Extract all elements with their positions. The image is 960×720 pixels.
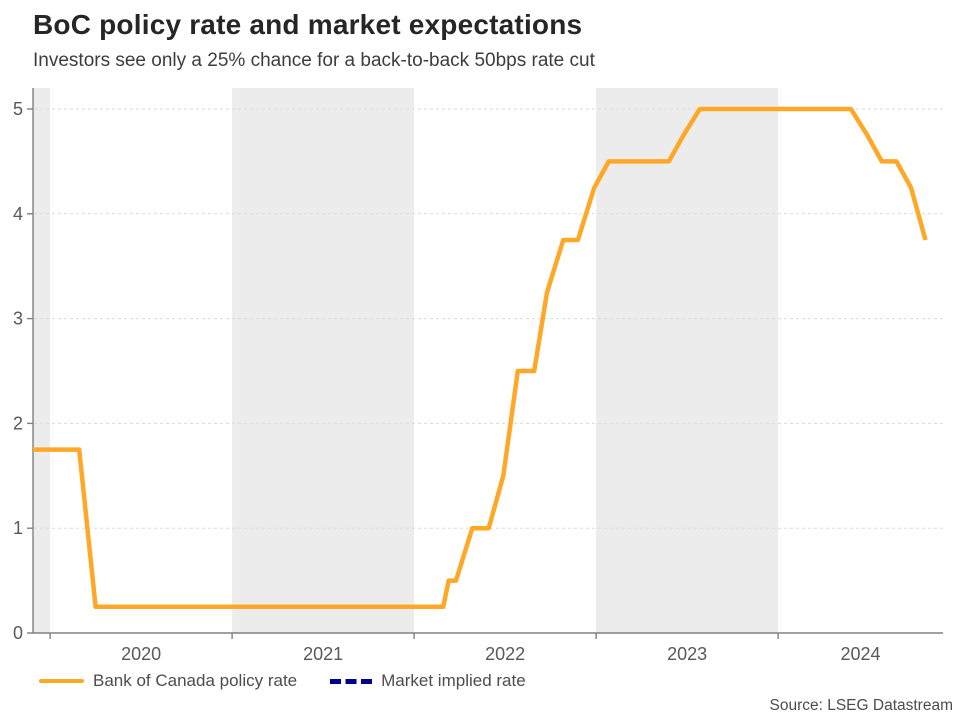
series-line-policy-rate (33, 106, 928, 610)
y-tick-label: 1 (13, 518, 23, 538)
x-tick-label: 2021 (303, 644, 343, 664)
legend: Bank of Canada policy rate Market implie… (39, 671, 526, 691)
shaded-year-band (232, 88, 415, 633)
x-tick-label: 2020 (121, 644, 161, 664)
x-tick-label: 2024 (841, 644, 881, 664)
y-tick-label: 0 (13, 623, 23, 643)
x-tick-label: 2023 (667, 644, 707, 664)
y-tick-label: 3 (13, 309, 23, 329)
y-tick-label: 5 (13, 99, 23, 119)
shaded-year-band (33, 88, 51, 633)
legend-item-policy-rate: Bank of Canada policy rate (39, 671, 297, 691)
policy-rate-line-swatch-icon (39, 679, 84, 683)
chart-title: BoC policy rate and market expectations (33, 9, 583, 40)
legend-item-market-implied: Market implied rate (330, 671, 526, 691)
chart-subtitle: Investors see only a 25% chance for a ba… (33, 50, 595, 71)
legend-label-market-implied: Market implied rate (381, 671, 526, 690)
y-tick-label: 4 (13, 204, 23, 224)
source-credit: Source: LSEG Datastream (769, 697, 954, 714)
market-implied-dashed-swatch-icon (330, 678, 373, 684)
shaded-year-band (596, 88, 779, 633)
legend-label-policy-rate: Bank of Canada policy rate (93, 671, 298, 690)
y-tick-label: 2 (13, 413, 23, 433)
x-tick-label: 2022 (485, 644, 525, 664)
